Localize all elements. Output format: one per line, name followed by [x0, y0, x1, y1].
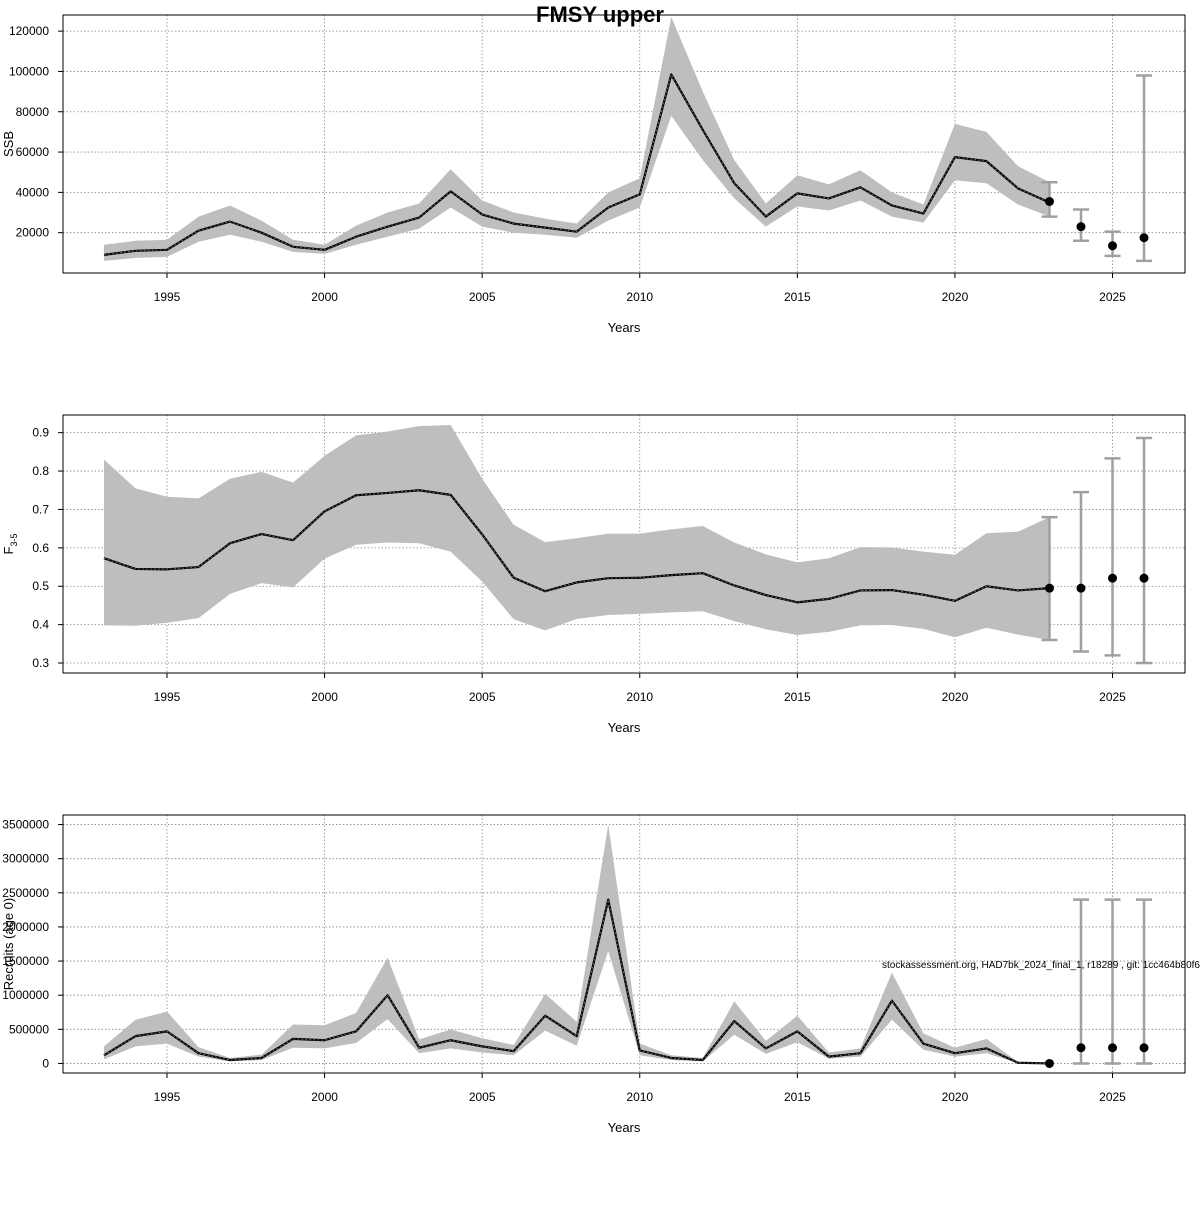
recruits-forecast-point-2025 [1108, 1043, 1118, 1053]
ssb-x-tick-label-1995: 1995 [154, 290, 181, 304]
fbar-x-tick-label-2025: 2025 [1099, 690, 1126, 704]
recruits-confidence-band [103, 824, 1050, 1064]
recruits-x-tick-label-2020: 2020 [942, 1090, 969, 1104]
fbar-x-tick-label-2015: 2015 [784, 690, 811, 704]
ssb-x-tick-label-2005: 2005 [469, 290, 496, 304]
ssb-forecast-point-2026 [1139, 233, 1149, 243]
chart-title: FMSY upper [536, 2, 664, 27]
fbar-forecast-point-2024 [1076, 583, 1086, 593]
fbar-estimate-line-dots [103, 489, 1050, 603]
fbar-y-tick-label-6: 0.9 [32, 426, 49, 440]
fbar-x-tick-label-2010: 2010 [626, 690, 653, 704]
ssb-y-tick-label-4: 100000 [9, 64, 49, 78]
ssb-x-tick-label-2000: 2000 [311, 290, 338, 304]
ssb-y-axis-title: SSB [1, 131, 16, 157]
fbar-x-tick-label-2000: 2000 [311, 690, 338, 704]
fbar-x-tick-label-1995: 1995 [154, 690, 181, 704]
ssb-y-tick-label-3: 80000 [16, 105, 50, 119]
recruits-panel: 1995 2000 2005 2010 2015 2020 2025 0 500000 10000… [1, 814, 1186, 1135]
recruits-y-axis-title: Recruits (age 0) [1, 898, 16, 990]
ssb-y-tick-label-2: 60000 [16, 145, 50, 159]
recruits-forecast-point-2026 [1139, 1043, 1149, 1053]
recruits-y-tick-label-3: 1500000 [2, 954, 49, 968]
recruits-x-tick-label-2025: 2025 [1099, 1090, 1126, 1104]
fbar-y-tick-label-4: 0.7 [32, 502, 49, 516]
fbar-y-tick-label-2: 0.5 [32, 579, 49, 593]
fbar-y-axis-title: F3-5 [1, 534, 19, 555]
ssb-x-tick-label-2015: 2015 [784, 290, 811, 304]
fbar-forecast-point-2026 [1139, 573, 1149, 583]
fbar-confidence-band [103, 424, 1050, 640]
recruits-y-tick-label-7: 3500000 [2, 818, 49, 832]
ssb-estimate-line-dots [103, 73, 1050, 256]
recruits-x-axis-title: Years [608, 1120, 641, 1135]
recruits-x-tick-label-2010: 2010 [626, 1090, 653, 1104]
ssb-x-tick-label-2010: 2010 [626, 290, 653, 304]
ssb-x-tick-label-2020: 2020 [942, 290, 969, 304]
fbar-y-tick-label-0: 0.3 [32, 656, 49, 670]
recruits-forecast-point-2024 [1076, 1043, 1086, 1053]
fbar-x-tick-label-2020: 2020 [942, 690, 969, 704]
ssb-forecast-point-2024 [1076, 222, 1086, 232]
fbar-y-tick-label-5: 0.8 [32, 464, 49, 478]
fbar-panel: 1995 2000 2005 2010 2015 2020 2025 0.3 0.4 0.5 0.6… [1, 414, 1186, 735]
fbar-y-tick-label-1: 0.4 [32, 618, 49, 632]
recruits-y-tick-label-5: 2500000 [2, 886, 49, 900]
ssb-forecast-point-2023 [1044, 196, 1054, 206]
ssb-plot-frame [62, 14, 1186, 274]
fbar-y-tick-label-3: 0.6 [32, 541, 49, 555]
recruits-y-tick-label-6: 3000000 [2, 852, 49, 866]
fbar-forecast-point-2023 [1044, 583, 1054, 593]
fbar-plot-frame [62, 414, 1186, 674]
fbar-x-axis-title: Years [608, 720, 641, 735]
ssb-y-tick-label-1: 40000 [16, 185, 50, 199]
recruits-x-tick-label-2000: 2000 [311, 1090, 338, 1104]
fbar-forecast-point-2025 [1108, 573, 1118, 583]
recruits-x-tick-label-2005: 2005 [469, 1090, 496, 1104]
fbar-x-tick-label-2005: 2005 [469, 690, 496, 704]
ssb-panel: 1995 2000 2005 2010 2015 2020 2025 20000 40000 60… [1, 14, 1186, 335]
recruits-plot-frame [62, 814, 1186, 1074]
ssb-confidence-band [103, 17, 1050, 261]
ssb-y-tick-label-0: 20000 [16, 226, 50, 240]
footnote: stockassessment.org, HAD7bk_2024_final_1… [882, 960, 1200, 971]
recruits-estimate-line-dots [103, 899, 1050, 1064]
recruits-y-tick-label-0: 0 [42, 1056, 49, 1070]
recruits-x-tick-label-1995: 1995 [154, 1090, 181, 1104]
fbar-y-axis-title-subscript: 3-5 [9, 534, 19, 547]
ssb-forecast-point-2025 [1108, 241, 1118, 251]
ssb-x-tick-label-2025: 2025 [1099, 290, 1126, 304]
ssb-x-axis-title: Years [608, 320, 641, 335]
recruits-x-tick-label-2015: 2015 [784, 1090, 811, 1104]
recruits-y-tick-label-2: 1000000 [2, 988, 49, 1002]
recruits-y-tick-label-4: 2000000 [2, 920, 49, 934]
ssb-y-tick-label-5: 120000 [9, 24, 49, 38]
recruits-y-tick-label-1: 500000 [9, 1022, 49, 1036]
recruits-forecast-point-2023 [1044, 1058, 1054, 1068]
